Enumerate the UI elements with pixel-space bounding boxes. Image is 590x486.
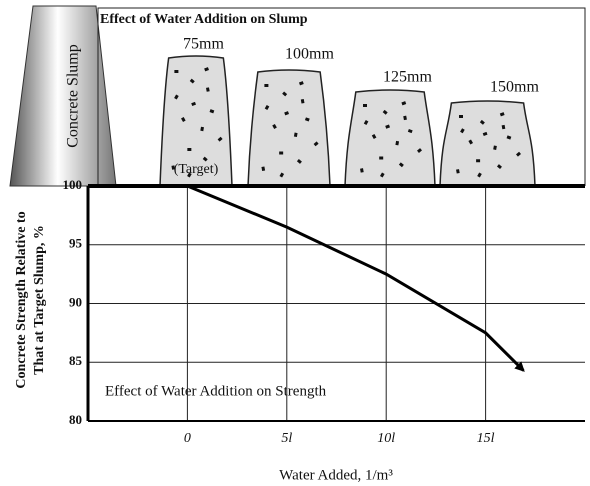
aggregate (206, 87, 210, 92)
aggregate (516, 151, 521, 157)
aggregate (493, 145, 497, 150)
x-tick-label: 10l (377, 431, 395, 446)
y-tick-label: 90 (69, 294, 82, 309)
aggregate (456, 169, 460, 174)
aggregate (496, 164, 502, 170)
aggregate (468, 139, 473, 145)
slump-label: 125mm (383, 69, 432, 86)
aggregate (282, 91, 288, 97)
aggregate (296, 158, 302, 164)
x-tick-label: 15l (477, 431, 495, 446)
aggregate (304, 117, 310, 122)
y-tick-label: 80 (69, 412, 82, 427)
aggregate (209, 109, 215, 114)
annotation: Effect of Water Addition on Strength (105, 383, 327, 399)
aggregate (499, 112, 505, 117)
aggregate (363, 104, 367, 107)
aggregate (293, 132, 298, 138)
aggregate (279, 151, 284, 155)
slump-sample (247, 69, 331, 187)
aggregate (187, 148, 192, 151)
aggregate (191, 101, 196, 107)
slump-sample (439, 100, 536, 187)
aggregate (407, 128, 413, 134)
y-tick-label: 100 (63, 177, 83, 192)
aggregate (380, 172, 385, 178)
side-label: Concrete Slump (65, 44, 82, 148)
x-tick-label: 0 (184, 431, 191, 446)
aggregate (217, 136, 223, 142)
aggregate (204, 67, 209, 72)
aggregate (189, 78, 195, 84)
slump-sample (159, 55, 233, 187)
aggregate (300, 98, 305, 104)
aggregate (272, 124, 277, 130)
aggregate (363, 119, 369, 125)
aggregate (482, 131, 488, 137)
aggregate (403, 115, 407, 121)
aggregate (385, 124, 390, 129)
aggregate (313, 141, 319, 147)
aggregate (398, 162, 404, 168)
y-axis-label: That at Target Slump, % (32, 225, 47, 375)
slump-frame (97, 7, 586, 186)
x-axis-label: Water Added, 1/m³ (279, 467, 393, 483)
aggregate (460, 128, 465, 134)
y-tick-label: 95 (69, 236, 83, 251)
aggregate (395, 140, 400, 146)
aggregate (171, 165, 176, 170)
slump-label: 100mm (285, 46, 334, 63)
aggregate (401, 101, 407, 106)
aggregate (477, 172, 482, 178)
aggregate (174, 70, 179, 73)
aggregate (187, 172, 192, 178)
x-tick-label: 5l (281, 431, 292, 446)
slump-label: 75mm (183, 36, 224, 53)
slump-cone (9, 5, 117, 187)
aggregate (264, 105, 270, 110)
aggregate (261, 166, 266, 171)
aggregate (506, 135, 512, 140)
aggregate (264, 84, 269, 87)
aggregate (202, 156, 208, 162)
aggregate (181, 117, 186, 122)
y-axis-label: Concrete Strength Relative to (14, 211, 29, 388)
aggregate (200, 126, 204, 132)
aggregate (360, 168, 364, 173)
aggregate (459, 115, 463, 118)
aggregate (284, 111, 290, 116)
aggregate (379, 156, 384, 160)
slump-label: 150mm (490, 79, 539, 96)
aggregate (476, 159, 481, 163)
data-line (186, 184, 525, 372)
aggregate (279, 172, 285, 178)
aggregate (371, 134, 377, 139)
aggregate (417, 148, 422, 153)
y-tick-label: 85 (69, 353, 83, 368)
slump-sample (344, 89, 436, 187)
slump-note: (Target) (174, 162, 219, 177)
aggregate (382, 109, 388, 115)
aggregate (298, 81, 304, 86)
slump-title: Effect of Water Addition on Slump (100, 12, 308, 27)
aggregate (174, 94, 179, 100)
aggregate (479, 119, 485, 125)
aggregate (501, 124, 506, 130)
